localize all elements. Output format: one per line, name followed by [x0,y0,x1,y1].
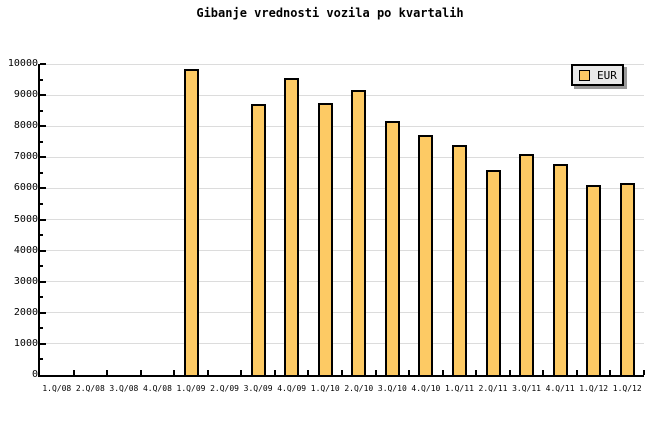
x-axis-tick [173,370,176,375]
y-axis-major-tick [40,187,46,190]
x-axis-tick [575,370,578,375]
x-axis-tick [374,370,377,375]
y-gridline [40,312,644,314]
legend-box: EUR [571,64,624,86]
y-axis-major-tick [40,218,46,221]
bar-1.Q/09 [183,68,199,375]
bar-1.Q/12 [586,184,602,375]
chart-title: Gibanje vrednosti vozila po kvartalih [196,6,464,20]
y-axis-minor-tick [40,78,43,81]
y-axis-minor-tick [40,327,43,330]
y-axis-minor-tick [40,358,43,361]
x-axis-tick-label: 1.Q/09 [176,384,206,393]
y-axis-minor-tick [40,296,43,299]
x-axis-tick [273,370,276,375]
y-axis-tick-label: 4000 [13,244,38,256]
bar-2.Q/11 [485,169,501,375]
x-axis-tick [106,370,109,375]
y-axis-tick-label: 7000 [13,151,38,163]
x-axis-tick-label: 1.Q/08 [42,384,72,393]
y-axis-line [38,64,40,377]
x-axis-tick-label: 1.Q/11 [444,384,474,393]
y-axis-major-tick [40,156,46,159]
x-axis-tick-label: 3.Q/11 [512,384,541,393]
y-axis-tick-label: 9000 [13,89,38,101]
y-axis-tick-label: 2000 [13,306,38,318]
x-axis-tick [408,370,411,375]
y-axis-tick-label: 5000 [13,213,38,225]
y-axis-major-tick [40,125,46,128]
bar-1.Q/12 [619,182,635,375]
plot-area: 1000 2000 3000 4000 5000 6000 7000 8000 9000 1000… [8,59,645,393]
y-axis-minor-tick [40,234,43,237]
x-axis-tick-label: 1.Q/12 [612,384,642,393]
y-gridline [40,281,644,283]
bar-3.Q/09 [250,103,266,375]
bar-3.Q/11 [519,154,535,375]
bar-1.Q/10 [317,103,333,375]
bar-3.Q/10 [384,121,400,375]
x-axis-tick [542,370,545,375]
x-axis-tick [139,370,142,375]
x-axis-tick-label: 4.Q/10 [411,384,441,393]
y-gridline [40,187,644,189]
x-axis-tick-label: 2.Q/08 [75,384,105,393]
x-axis-tick-label: 4.Q/11 [545,384,575,393]
legend-label: EUR [597,68,617,82]
x-axis-tick [206,370,209,375]
x-axis-tick [475,370,478,375]
x-axis-tick [609,370,612,375]
y-axis-major-tick [40,94,46,97]
bar-1.Q/11 [451,145,467,375]
y-axis-major-tick [40,63,46,65]
y-axis-tick-label: 0 [31,369,38,380]
y-axis-major-tick [40,249,46,252]
x-axis-tick-label: 3.Q/10 [377,384,407,393]
y-gridline [40,219,644,220]
y-gridline [40,94,644,96]
y-axis-tick-label: 10000 [7,58,38,69]
y-axis-minor-tick [40,140,43,143]
x-axis-tick-label: 3.Q/09 [243,384,273,393]
bar-4.Q/09 [284,78,300,375]
x-axis-tick [441,370,444,375]
y-gridline [40,125,644,127]
bar-4.Q/11 [552,163,568,375]
y-axis-major-tick [40,280,46,283]
y-axis-major-tick [40,311,46,314]
y-axis-tick-label: 8000 [13,120,38,132]
x-axis-tick [508,370,511,375]
x-axis-line [38,375,644,377]
x-axis-tick [307,370,310,375]
x-axis-tick [341,370,343,375]
bar-2.Q/10 [351,90,367,375]
x-axis-tick-label: 1.Q/12 [579,384,609,393]
y-axis-minor-tick [40,109,43,112]
x-axis-tick-label: 2.Q/10 [344,384,374,393]
y-axis-tick-label: 3000 [13,275,38,287]
x-axis-tick-label: 4.Q/08 [142,384,172,393]
legend-swatch [579,69,590,81]
y-axis-minor-tick [40,171,43,174]
y-axis-tick-label: 1000 [13,337,38,349]
y-axis-tick-label: 6000 [13,182,38,194]
x-axis-tick-label: 2.Q/09 [210,384,239,393]
x-axis-tick-label: 1.Q/10 [310,384,340,393]
x-axis-tick-label: 4.Q/09 [277,384,307,393]
y-gridline [40,63,644,65]
x-axis-tick [72,370,75,375]
y-gridline [40,250,644,252]
x-axis-tick [643,370,645,375]
y-gridline [40,156,644,158]
y-axis-minor-tick [40,265,43,268]
y-gridline [40,343,644,345]
bar-4.Q/10 [418,134,434,375]
x-axis-tick-label: 2.Q/11 [478,384,508,393]
y-axis-minor-tick [40,202,43,205]
y-axis-major-tick [40,342,46,345]
x-axis-tick-label: 3.Q/08 [109,384,139,393]
x-axis-tick [240,370,243,375]
